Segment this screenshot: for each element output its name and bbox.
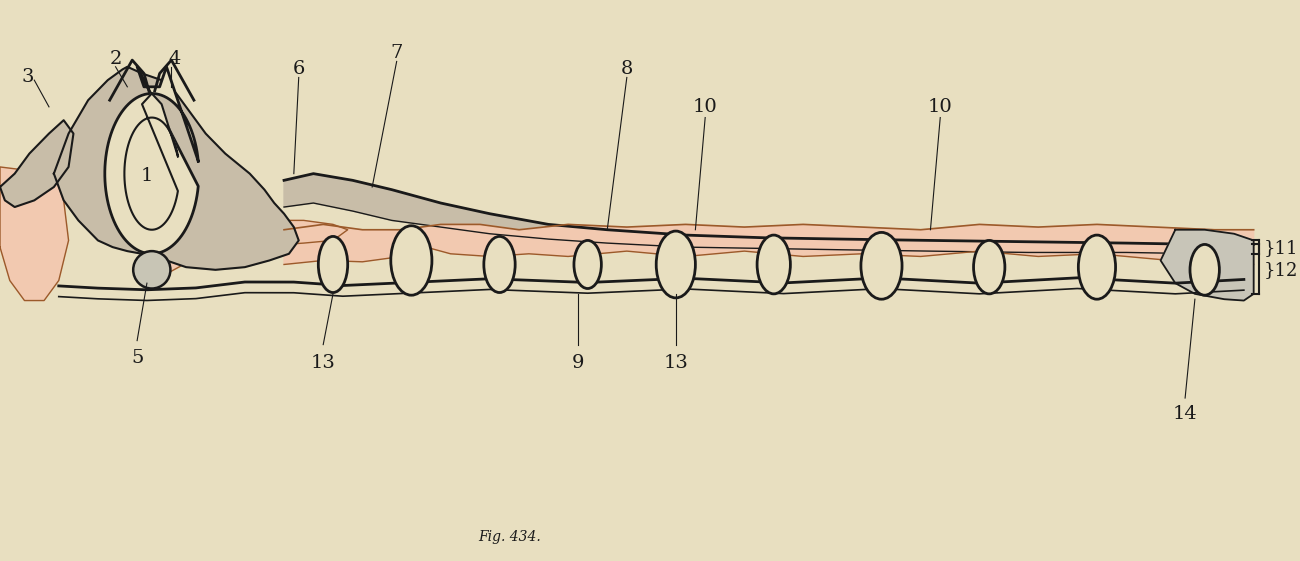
- Text: 6: 6: [292, 61, 306, 79]
- Polygon shape: [283, 224, 1253, 264]
- Text: 10: 10: [928, 98, 953, 116]
- Polygon shape: [53, 67, 299, 270]
- Text: Fig. 434.: Fig. 434.: [478, 530, 541, 544]
- Text: 3: 3: [21, 68, 34, 86]
- Polygon shape: [125, 94, 178, 229]
- Text: 13: 13: [663, 355, 688, 373]
- Polygon shape: [1161, 230, 1253, 301]
- Text: }11: }11: [1264, 240, 1297, 257]
- Ellipse shape: [1190, 245, 1219, 295]
- Ellipse shape: [484, 236, 515, 292]
- Ellipse shape: [861, 232, 902, 299]
- Polygon shape: [283, 174, 1253, 254]
- Text: 4: 4: [168, 50, 181, 68]
- Polygon shape: [105, 67, 198, 254]
- Text: 13: 13: [311, 355, 335, 373]
- Ellipse shape: [318, 236, 347, 292]
- Polygon shape: [0, 167, 69, 301]
- Text: 1: 1: [140, 167, 153, 185]
- Text: 8: 8: [620, 61, 633, 79]
- Text: 14: 14: [1173, 405, 1197, 423]
- Text: 10: 10: [693, 98, 718, 116]
- Text: 2: 2: [109, 50, 122, 68]
- Ellipse shape: [757, 235, 790, 294]
- Polygon shape: [0, 120, 74, 207]
- Ellipse shape: [656, 231, 696, 298]
- Ellipse shape: [1078, 235, 1115, 299]
- Ellipse shape: [974, 241, 1005, 294]
- Text: }12: }12: [1264, 261, 1297, 279]
- Text: 5: 5: [131, 349, 143, 367]
- Text: 7: 7: [390, 44, 403, 62]
- Text: 9: 9: [572, 355, 584, 373]
- Ellipse shape: [391, 226, 432, 295]
- Ellipse shape: [573, 241, 602, 288]
- Ellipse shape: [133, 251, 170, 288]
- Polygon shape: [152, 220, 347, 274]
